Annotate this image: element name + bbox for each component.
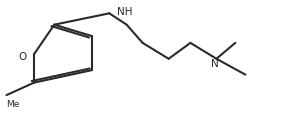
Text: N: N [211, 59, 219, 69]
Text: Me: Me [6, 99, 20, 108]
Text: NH: NH [118, 7, 133, 17]
Text: O: O [18, 52, 26, 62]
